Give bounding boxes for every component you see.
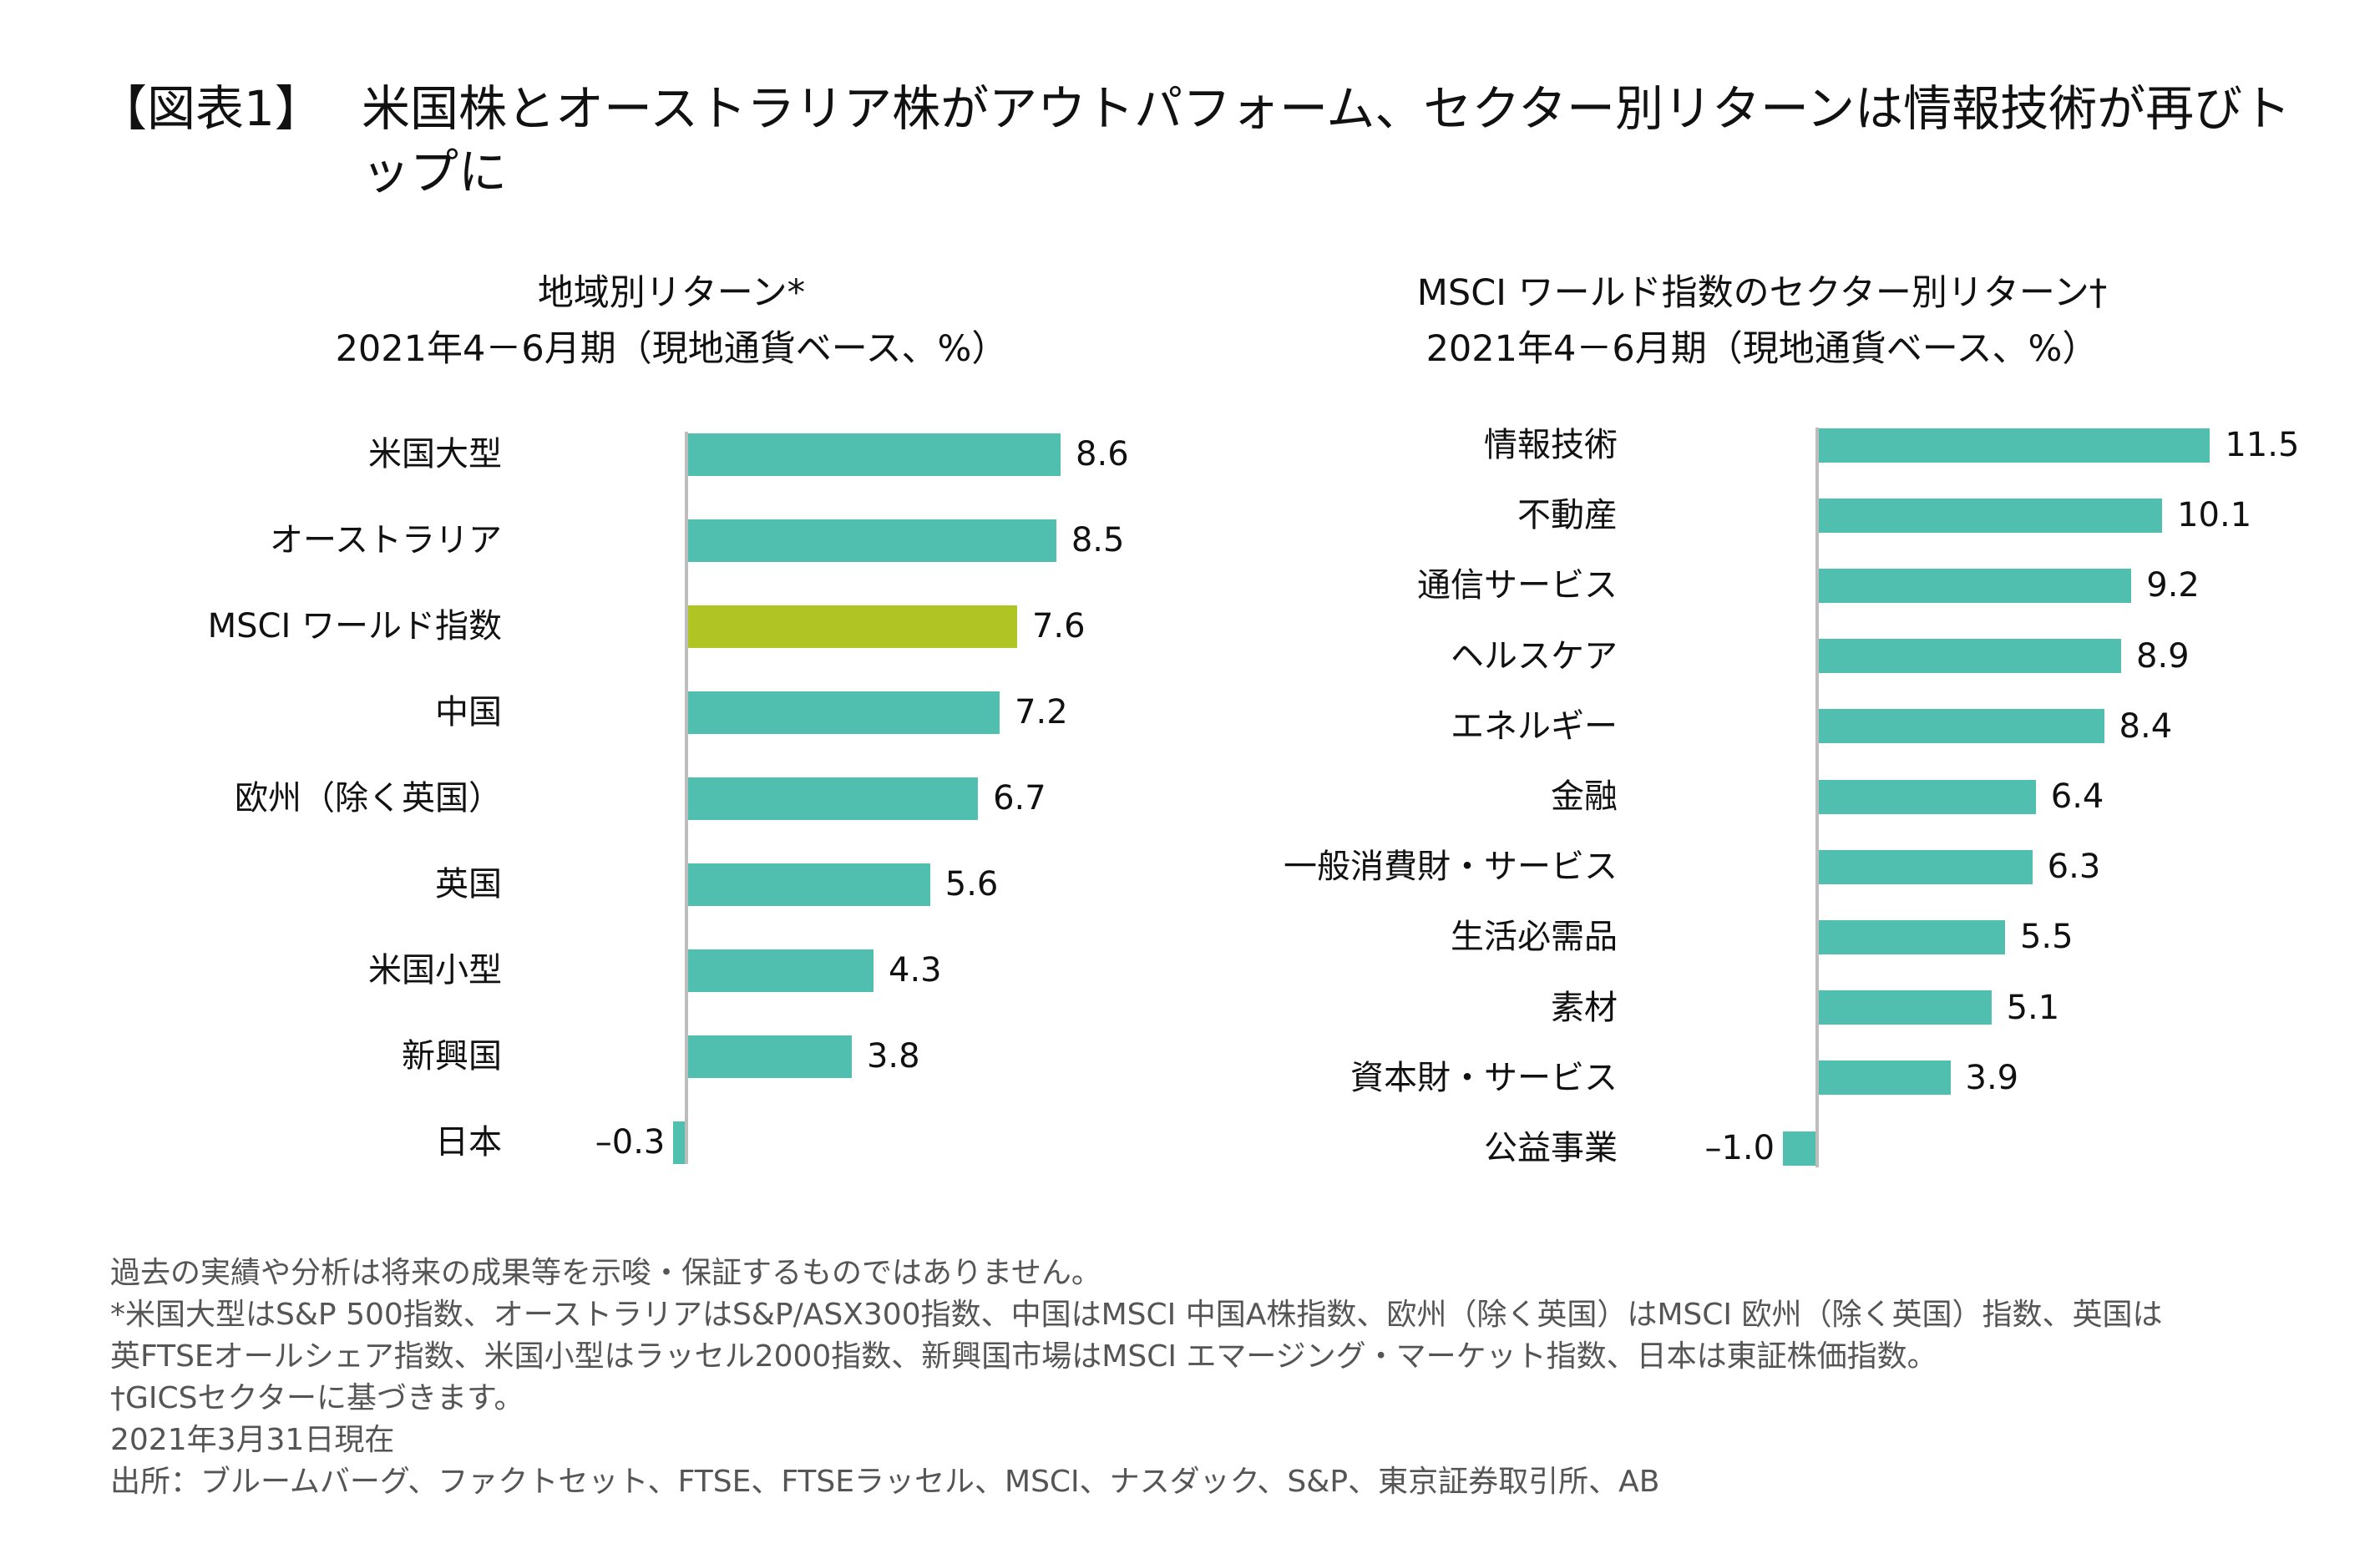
category-label: 通信サービス [1417, 566, 1618, 605]
category-label: 素材 [1551, 988, 1618, 1027]
bar [1817, 779, 2036, 814]
bar [686, 1035, 852, 1078]
footnote-regions-cont: 英FTSEオールシェア指数、米国小型はラッセル2000指数、新興国市場はMSCI… [110, 1339, 1937, 1374]
category-label: ヘルスケア [1451, 636, 1618, 676]
value-label: 7.2 [1015, 693, 1068, 731]
bar [673, 1121, 686, 1164]
value-label: 6.7 [993, 779, 1046, 817]
bar [686, 433, 1061, 476]
chart2-title: MSCI ワールド指数のセクター別リターン† [1416, 272, 2108, 314]
bar [1817, 1060, 1951, 1096]
chart1-title: 地域別リターン* [537, 272, 806, 314]
bar [1783, 1131, 1817, 1166]
footnote-gics: †GICSセクターに基づきます。 [110, 1381, 524, 1415]
category-label: 欧州（除く英国） [235, 779, 502, 817]
value-label: 5.5 [2019, 918, 2074, 957]
zero-axis-line [685, 432, 688, 1164]
bar [686, 863, 930, 906]
bar [1817, 498, 2163, 533]
value-label: –0.3 [595, 1123, 666, 1162]
figure-label: 【図表1】 [99, 80, 323, 137]
category-label: 米国大型 [368, 435, 502, 473]
value-label: 6.3 [2047, 848, 2101, 887]
bar [1817, 990, 1992, 1025]
chart2-subtitle: 2021年4－6月期（現地通貨ベース、%） [1425, 328, 2099, 370]
bar [1817, 568, 2132, 603]
bar [686, 519, 1056, 562]
value-label: 3.8 [866, 1037, 920, 1076]
bar [1817, 849, 2033, 884]
value-label: 8.4 [2119, 706, 2173, 746]
category-label: オーストラリア [270, 521, 502, 559]
value-label: 5.6 [944, 865, 999, 904]
footnote-disclaimer: 過去の実績や分析は将来の成果等を示唆・保証するものではありません。 [110, 1256, 1101, 1290]
category-label: 中国 [435, 693, 502, 731]
value-label: 3.9 [1965, 1058, 2019, 1097]
value-label: 8.6 [1076, 435, 1129, 473]
category-label: MSCI ワールド指数 [207, 607, 502, 645]
bar [1817, 919, 2005, 954]
category-label: エネルギー [1451, 706, 1618, 746]
category-label: 不動産 [1517, 496, 1618, 535]
category-label: 新興国 [402, 1037, 502, 1076]
bar [686, 949, 874, 992]
zero-axis-line [1815, 428, 1819, 1167]
value-label: 5.1 [2006, 988, 2060, 1027]
footnote-date: 2021年3月31日現在 [110, 1423, 395, 1457]
bar-highlight [686, 605, 1017, 648]
category-label: 生活必需品 [1451, 918, 1618, 957]
value-label: –1.0 [1704, 1129, 1775, 1167]
value-label: 6.4 [2050, 777, 2104, 816]
value-label: 9.2 [2146, 566, 2200, 605]
category-label: 英国 [435, 865, 502, 904]
value-label: 7.6 [1031, 607, 1086, 645]
category-label: 公益事業 [1484, 1129, 1618, 1167]
value-label: 10.1 [2177, 496, 2252, 535]
value-label: 4.3 [889, 951, 942, 990]
value-label: 8.9 [2136, 636, 2190, 676]
footnotes: 過去の実績や分析は将来の成果等を示唆・保証するものではありません。 *米国大型は… [110, 1253, 2162, 1503]
category-label: 情報技術 [1484, 426, 1618, 464]
category-label: 資本財・サービス [1350, 1058, 1618, 1097]
bar [1817, 639, 2121, 674]
category-label: 米国小型 [368, 951, 502, 990]
footnote-regions: *米国大型はS&P 500指数、オーストラリアはS&P/ASX300指数、中国は… [110, 1298, 2163, 1332]
category-label: 日本 [435, 1123, 502, 1162]
bar [1817, 428, 2210, 463]
value-label: 8.5 [1071, 521, 1125, 559]
footnote-source: 出所：ブルームバーグ、ファクトセット、FTSE、FTSEラッセル、MSCI、ナス… [110, 1465, 1660, 1499]
bar [1817, 709, 2104, 744]
bar [686, 777, 979, 820]
chart1-subtitle: 2021年4－6月期（現地通貨ベース、%） [335, 328, 1008, 370]
page-title: 米国株とオーストラリア株がアウトパフォーム、セクター別リターンは情報技術が再びト… [362, 80, 2291, 200]
category-label: 金融 [1551, 777, 1618, 816]
value-label: 11.5 [2225, 426, 2300, 464]
bar [686, 691, 1000, 734]
category-label: 一般消費財・サービス [1284, 848, 1618, 887]
